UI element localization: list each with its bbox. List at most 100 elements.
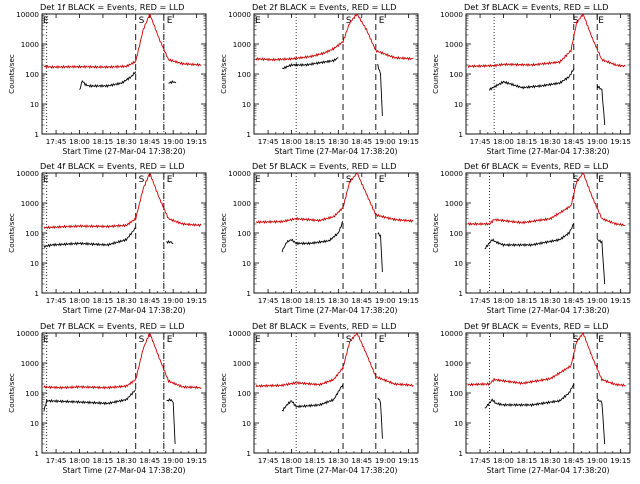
x-tick-label: 19:00 (163, 137, 184, 146)
x-tick-label: 19:15 (398, 137, 419, 146)
x-tick-label: 18:30 (540, 296, 561, 305)
marker-label: S (139, 335, 145, 345)
plot-frame (41, 172, 207, 294)
x-tick-label: 17:45 (470, 296, 491, 305)
marker-label: E (167, 16, 173, 26)
x-tick-label: 18:15 (93, 137, 114, 146)
y-tick-label: 100 (237, 70, 251, 79)
x-tick-label: 17:45 (46, 296, 67, 305)
x-axis-label: Start Time (27-Mar-04 17:38:20) (486, 147, 609, 156)
events-series-segment (488, 68, 575, 91)
x-tick-label: 17:45 (258, 296, 279, 305)
marker-label: S (139, 16, 145, 26)
marker-label: E (598, 16, 604, 26)
x-tick-label: 18:00 (69, 137, 90, 146)
y-tick-label: 1000 (445, 359, 464, 368)
marker-label: E (43, 16, 49, 26)
events-series-segment (377, 63, 383, 116)
x-axis-label: Start Time (27-Mar-04 17:38:20) (274, 147, 397, 156)
y-tick-label: 100 (25, 389, 39, 398)
x-tick-label: 19:00 (163, 456, 184, 465)
x-tick-label: 18:15 (305, 456, 326, 465)
marker-label: E (598, 335, 604, 345)
plot-frame (253, 13, 419, 135)
x-tick-label: 19:15 (398, 296, 419, 305)
y-axis-label: Counts/sec (219, 54, 228, 94)
marker-label: E (43, 335, 49, 345)
events-series-segment (282, 57, 339, 70)
x-tick-label: 18:15 (305, 296, 326, 305)
y-axis-label: Counts/sec (431, 54, 440, 94)
y-axis-label: Counts/sec (7, 54, 16, 94)
x-tick-label: 19:00 (375, 456, 396, 465)
events-series-segment (43, 227, 136, 249)
x-tick-label: 18:00 (281, 137, 302, 146)
x-tick-label: 19:00 (587, 137, 608, 146)
plot-frame (41, 332, 207, 454)
x-tick-label: 18:00 (493, 137, 514, 146)
lld-series-segment (43, 333, 202, 390)
x-axis-label: Start Time (27-Mar-04 17:38:20) (274, 466, 397, 475)
x-tick-label: 18:30 (116, 296, 137, 305)
lld-series-segment (467, 173, 626, 227)
x-tick-label: 18:45 (563, 137, 584, 146)
marker-label: E (379, 175, 385, 185)
lld-series-segment (43, 14, 202, 70)
x-tick-label: 17:45 (258, 137, 279, 146)
y-tick-label: 100 (449, 229, 463, 238)
y-tick-label: 1000 (445, 40, 464, 49)
lld-series-segment (255, 14, 414, 62)
events-series-segment (79, 71, 137, 90)
panel-title: Det 5f BLACK = Events, RED = LLD (252, 161, 396, 171)
x-tick-label: 18:00 (69, 296, 90, 305)
x-tick-label: 18:15 (517, 296, 538, 305)
plot-frame (465, 172, 631, 294)
x-tick-label: 18:45 (351, 296, 372, 305)
plot-frame (253, 332, 419, 454)
marker-label: E (255, 16, 261, 26)
y-tick-label: 10 (30, 419, 40, 428)
detector-panel-5: Det 5f BLACK = Events, RED = LLD 17:45 18:… (219, 161, 419, 315)
x-tick-label: 19:00 (375, 137, 396, 146)
y-axis-label: Counts/sec (219, 373, 228, 413)
y-tick-label: 100 (449, 70, 463, 79)
y-tick-label: 10 (454, 419, 464, 428)
x-tick-label: 17:45 (470, 456, 491, 465)
x-tick-label: 19:15 (610, 456, 631, 465)
panel-title: Det 2f BLACK = Events, RED = LLD (252, 2, 396, 12)
panel-title: Det 3f BLACK = Events, RED = LLD (464, 2, 608, 12)
x-tick-label: 18:30 (328, 137, 349, 146)
x-tick-label: 18:00 (493, 456, 514, 465)
x-tick-label: 18:45 (139, 456, 160, 465)
y-tick-label: 10 (242, 100, 252, 109)
events-series-segment (484, 383, 575, 409)
y-tick-label: 10 (242, 419, 252, 428)
y-tick-label: 1 (458, 130, 463, 139)
x-axis-label: Start Time (27-Mar-04 17:38:20) (274, 306, 397, 315)
x-tick-label: 18:45 (563, 296, 584, 305)
marker-label: S (573, 16, 579, 26)
x-axis-label: Start Time (27-Mar-04 17:38:20) (62, 466, 185, 475)
events-series-segment (596, 85, 606, 126)
x-axis-label: Start Time (27-Mar-04 17:38:20) (486, 306, 609, 315)
x-tick-label: 18:00 (493, 296, 514, 305)
events-series-segment (596, 238, 606, 285)
events-series-segment (281, 220, 344, 253)
marker-label: E (167, 175, 173, 185)
marker-label: E (167, 335, 173, 345)
y-tick-label: 10 (454, 100, 464, 109)
x-tick-label: 19:15 (186, 296, 207, 305)
x-tick-label: 18:45 (351, 137, 372, 146)
y-tick-label: 10000 (228, 329, 251, 338)
marker-label: E (379, 335, 385, 345)
x-tick-label: 19:15 (610, 137, 631, 146)
marker-label: S (346, 175, 352, 185)
y-tick-label: 1000 (445, 199, 464, 208)
y-tick-label: 100 (237, 389, 251, 398)
x-tick-label: 17:45 (46, 137, 67, 146)
